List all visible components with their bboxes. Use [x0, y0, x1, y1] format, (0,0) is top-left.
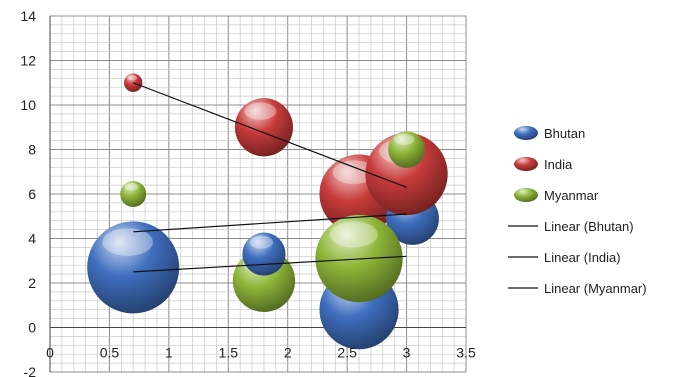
x-tick-label: 1 [165, 345, 173, 361]
india-bubble [365, 132, 448, 216]
bubble-highlight [102, 228, 153, 256]
legend-label: Linear (India) [544, 250, 621, 265]
y-tick-label: 0 [28, 320, 36, 336]
trendlines [132, 82, 407, 273]
legend-label: Bhutan [544, 126, 585, 141]
bhutan-bubble [87, 221, 180, 314]
x-tick-label: 3 [403, 345, 411, 361]
y-tick-label: 12 [20, 53, 36, 69]
x-tick-label: 0 [46, 345, 54, 361]
myanmar-legend-marker [514, 188, 538, 202]
legend: Bhutan India Myanmar Linear (Bhutan) Linear … [508, 126, 647, 296]
legend-label: Myanmar [544, 188, 599, 203]
x-tick-label: 2.5 [337, 345, 357, 361]
x-tick-label: 3.5 [456, 345, 476, 361]
bubble-highlight [329, 221, 378, 248]
myanmar-bubble [120, 180, 147, 208]
india-bubble [234, 98, 294, 157]
bubbles [87, 73, 448, 350]
legend-label: India [544, 157, 573, 172]
axes [49, 16, 466, 372]
bhutan-trendline [133, 213, 407, 233]
y-tick-label: 6 [28, 186, 36, 202]
myanmar-bubble [388, 131, 425, 168]
bhutan-legend-marker [514, 126, 538, 140]
bubble-highlight [244, 102, 277, 120]
y-tick-label: 8 [28, 142, 36, 158]
y-tick-label: 10 [20, 97, 36, 113]
myanmar-trendline [133, 255, 407, 273]
y-tick-label: 4 [28, 231, 36, 247]
gridlines [49, 15, 467, 373]
bubble-highlight [127, 74, 138, 81]
india-legend-marker [514, 157, 538, 171]
bubble-highlight [249, 235, 274, 249]
x-tick-label: 2 [284, 345, 292, 361]
y-tick-label: -2 [24, 364, 37, 377]
india-trendline [132, 82, 407, 188]
bubble-highlight [394, 133, 415, 145]
x-tick-label: 0.5 [100, 345, 120, 361]
bubble-highlight [124, 182, 139, 191]
x-tick-label: 1.5 [219, 345, 239, 361]
y-tick-label: 2 [28, 275, 36, 291]
legend-label: Linear (Myanmar) [544, 281, 647, 296]
tick-labels: -2 0 2 4 6 8 10 12 14 0 0.5 1 1.5 2 2.5 3 3.5 [20, 8, 476, 377]
bubble-highlight [332, 160, 377, 185]
legend-label: Linear (Bhutan) [544, 219, 634, 234]
y-tick-label: 14 [20, 8, 36, 24]
